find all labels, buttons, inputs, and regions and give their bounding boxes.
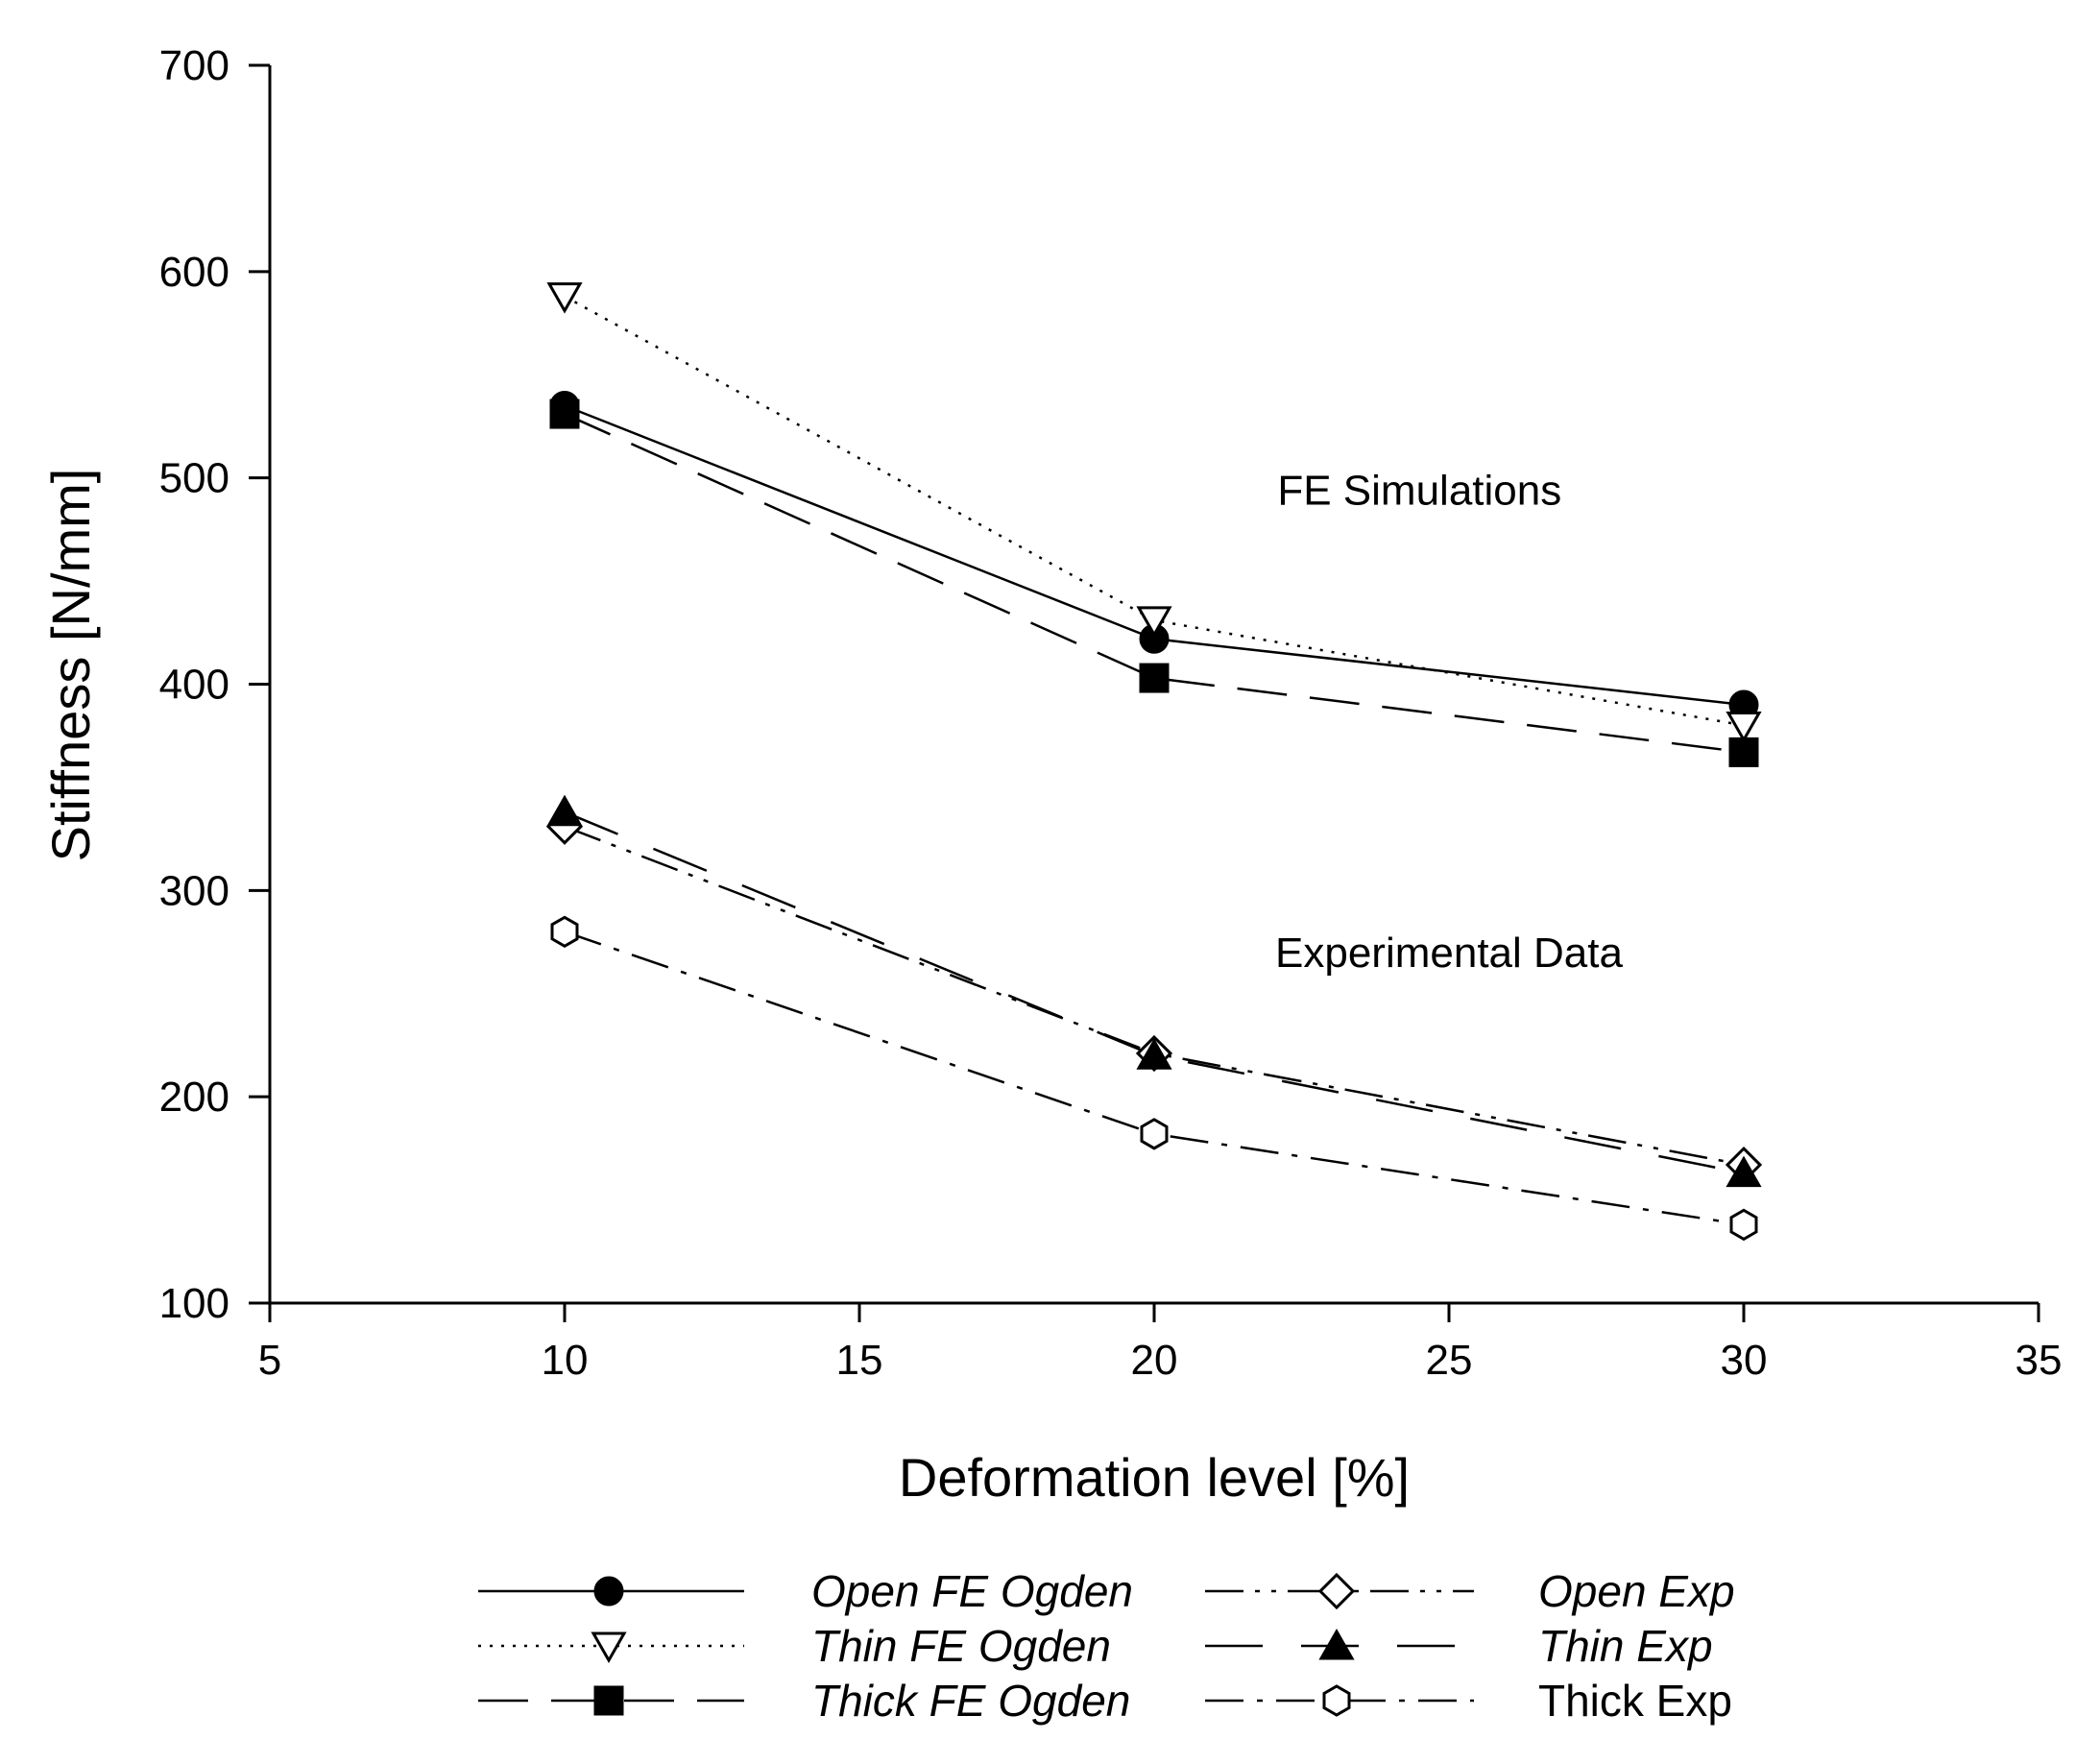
annotation-label: Experimental Data: [1275, 930, 1623, 977]
legend-marker-thick-exp: [1322, 1684, 1351, 1717]
legend-label-thick-exp: Thick Exp: [1538, 1676, 1732, 1726]
axes: 100 200 300 400 500 600 700 5 10 15 20 25 30 35 Deform…: [40, 42, 2062, 1508]
y-tick-label: 600: [159, 249, 229, 296]
legend-marker-open-fe-ogden: [593, 1576, 624, 1607]
legend-marker-thin-exp: [1318, 1628, 1355, 1660]
data-point-thick-fe-ogden: [1139, 663, 1170, 693]
data-point-thin-fe-ogden: [1136, 606, 1172, 638]
x-axis-title: Deformation level [%]: [899, 1447, 1410, 1508]
x-tick-label: 15: [836, 1337, 883, 1384]
x-tick-label: 10: [542, 1337, 589, 1384]
x-tick-label: 20: [1131, 1337, 1178, 1384]
y-tick-label: 700: [159, 42, 229, 89]
y-tick-label: 500: [159, 455, 229, 502]
data-point-thin-fe-ogden: [546, 282, 583, 314]
x-tick-label: 25: [1426, 1337, 1473, 1384]
data-point-thin-exp: [1726, 1155, 1762, 1188]
series-markers: [545, 282, 1763, 1242]
x-tick-label: 30: [1721, 1337, 1768, 1384]
data-point-thick-fe-ogden: [549, 399, 580, 429]
legend-marker-thin-fe-ogden: [591, 1631, 627, 1664]
x-tick-label: 35: [2016, 1337, 2063, 1384]
legend-marker-thick-fe-ogden: [593, 1685, 624, 1716]
y-axis-title: Stiffness [N/mm]: [40, 469, 101, 862]
legend-label-open-fe-ogden: Open FE Ogden: [811, 1566, 1133, 1616]
annotations: FE Simulations Experimental Data: [1275, 468, 1623, 977]
y-tick-label: 400: [159, 662, 229, 709]
data-point-thin-exp: [1136, 1038, 1172, 1070]
y-tick-label: 200: [159, 1074, 229, 1121]
x-tick-label: 5: [258, 1337, 281, 1384]
data-point-thin-fe-ogden: [1726, 711, 1762, 743]
series-line-open-fe-ogden: [564, 404, 1745, 707]
data-point-thick-exp: [1140, 1118, 1169, 1150]
legend-label-thin-fe-ogden: Thin FE Ogden: [811, 1621, 1111, 1671]
data-point-thick-fe-ogden: [1728, 737, 1759, 767]
y-tick-label: 300: [159, 867, 229, 914]
legend-label-thick-fe-ogden: Thick FE Ogden: [811, 1676, 1130, 1726]
data-point-thick-exp: [1729, 1208, 1758, 1242]
annotation-label: FE Simulations: [1277, 468, 1561, 515]
legend-marker-open-exp: [1317, 1572, 1356, 1610]
series-line-thick-fe-ogden: [564, 412, 1745, 754]
data-point-thick-exp: [550, 915, 579, 949]
series-line-thin-fe-ogden: [564, 295, 1745, 727]
y-tick-label: 100: [159, 1280, 229, 1327]
series-line-thin-exp: [564, 810, 1745, 1174]
data-point-thin-exp: [546, 794, 583, 827]
series-lines: [564, 295, 1745, 1226]
legend-label-open-exp: Open Exp: [1538, 1566, 1735, 1616]
series-line-open-exp: [564, 825, 1745, 1167]
legend-label-thin-exp: Thin Exp: [1538, 1621, 1713, 1671]
